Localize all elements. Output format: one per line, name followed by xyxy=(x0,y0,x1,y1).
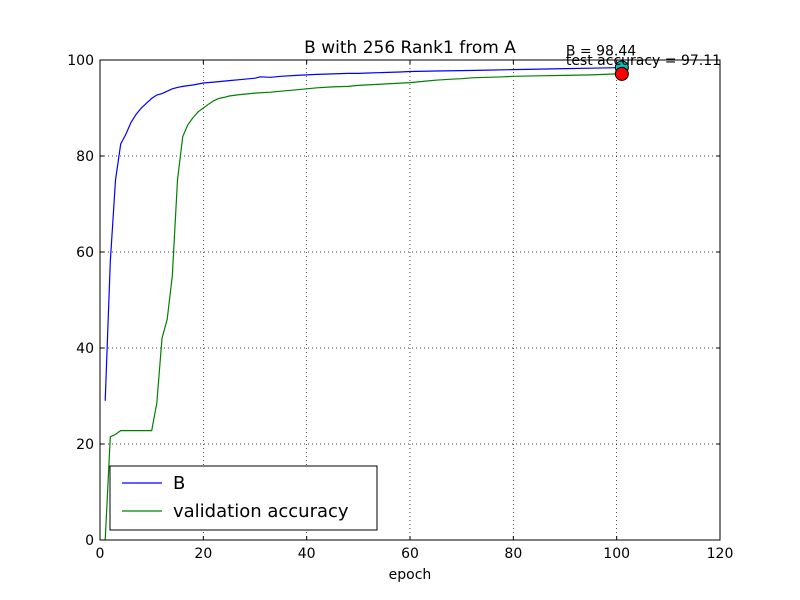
annotation-label: B = 98.44 xyxy=(566,43,636,59)
series-line-1 xyxy=(104,73,622,541)
y-tick-label: 60 xyxy=(76,245,94,261)
x-tick-label: 80 xyxy=(504,546,522,562)
x-tick-label: 100 xyxy=(603,546,630,562)
annotation-label: test accuracy = 97.11 xyxy=(566,53,721,69)
x-tick-label: 20 xyxy=(194,546,212,562)
x-tick-label: 60 xyxy=(401,546,419,562)
y-tick-label: 100 xyxy=(67,53,94,69)
legend-label-1: validation accuracy xyxy=(173,501,349,522)
y-tick-label: 40 xyxy=(76,341,94,357)
x-axis-label: epoch xyxy=(389,567,432,583)
chart-title: B with 256 Rank1 from A xyxy=(304,38,516,58)
axis-ticks: 0 20 40 60 80 100 120 0 20 40 60 80 100 xyxy=(67,53,733,562)
endpoint-marker-1 xyxy=(614,66,629,81)
grid-lines xyxy=(100,60,720,540)
y-tick-label: 0 xyxy=(85,533,94,549)
y-tick-label: 20 xyxy=(76,437,94,453)
legend-box xyxy=(109,465,378,531)
x-tick-label: 40 xyxy=(298,546,316,562)
series-group xyxy=(104,66,622,541)
marker-group xyxy=(614,60,629,81)
legend-label-0: B xyxy=(173,473,185,494)
x-tick-label: 0 xyxy=(96,546,105,562)
x-tick-label: 120 xyxy=(707,546,734,562)
series-line-0 xyxy=(104,66,622,401)
y-tick-label: 80 xyxy=(76,149,94,165)
